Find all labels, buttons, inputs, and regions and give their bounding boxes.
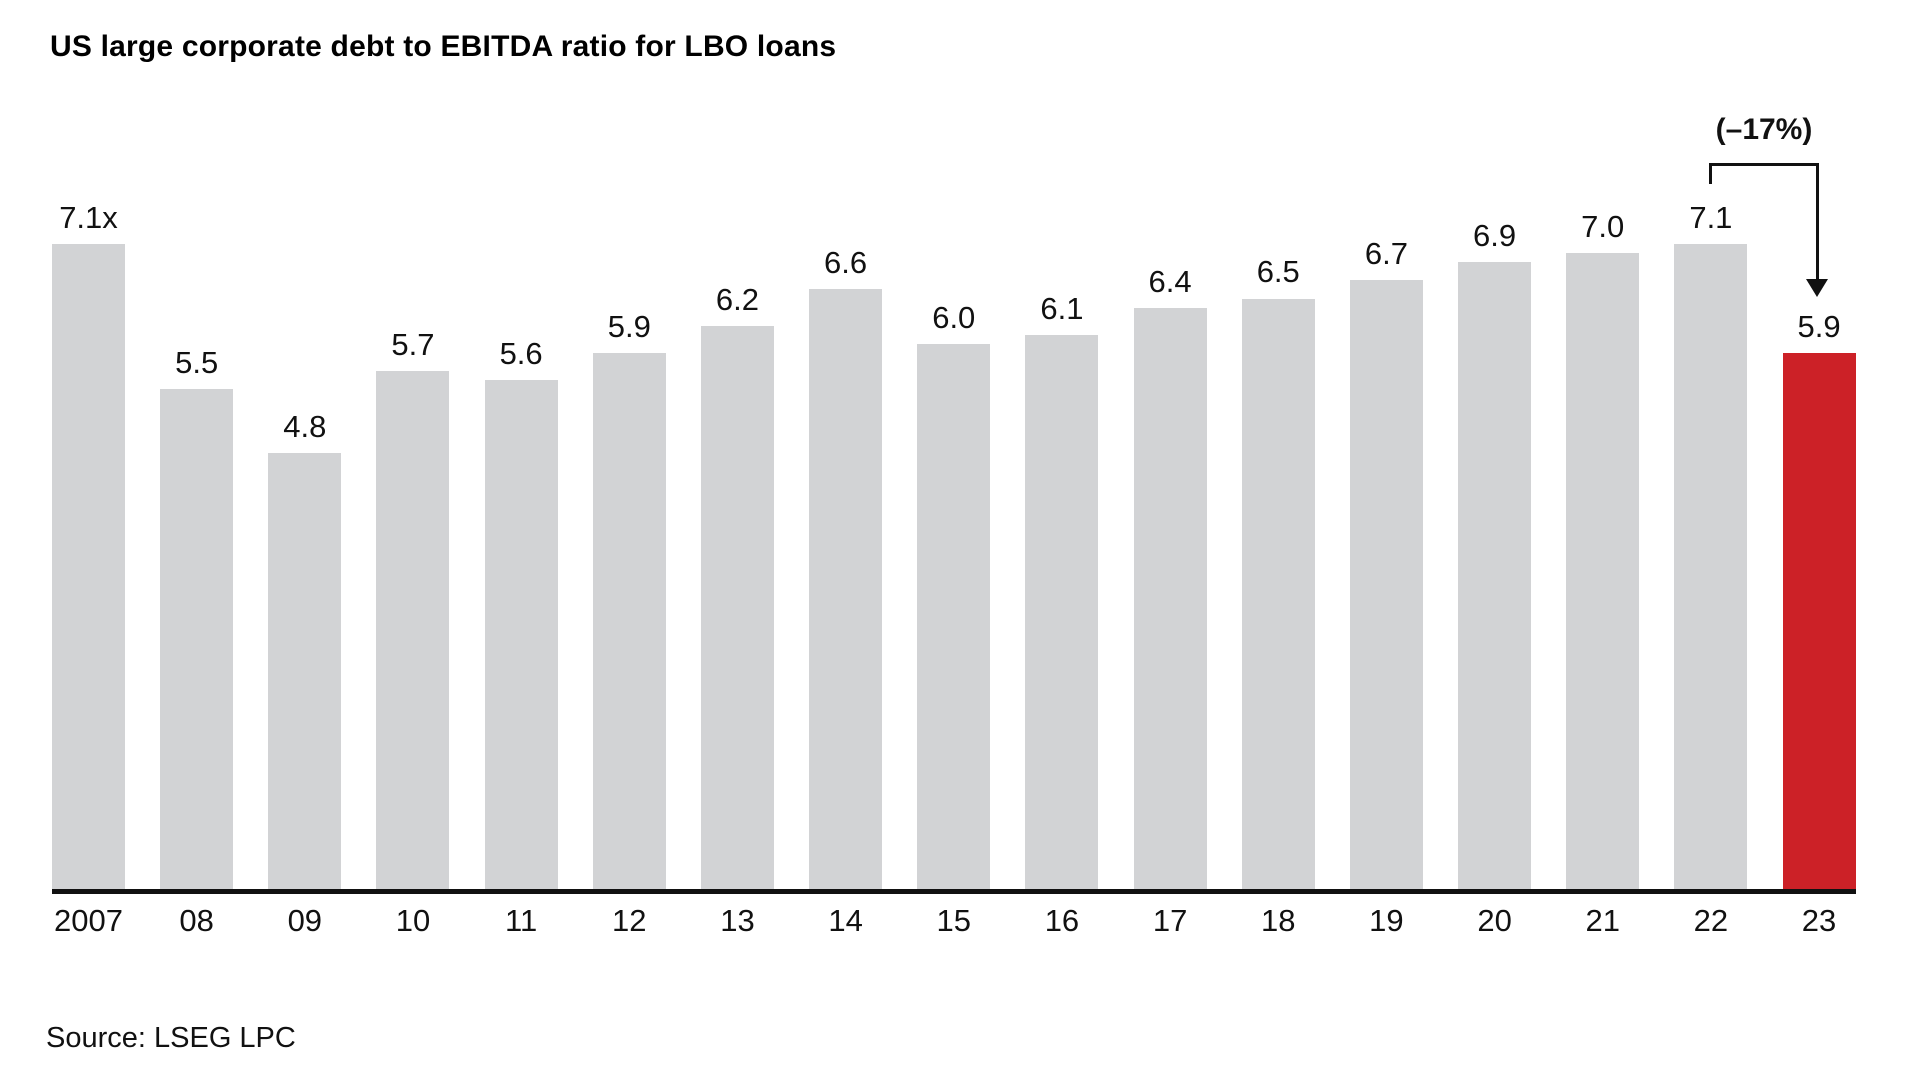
bar-column: 6.9 <box>1458 218 1532 889</box>
bar-value-label: 7.1 <box>1689 199 1733 235</box>
bar-column: 7.0 <box>1566 209 1640 889</box>
bar-chart-plot-area: 7.1x 5.5 4.8 5.7 5.6 5.9 6.2 6.6 6.0 6.1 6.4 6.5 6.7… <box>52 0 1856 889</box>
x-axis-tick-label: 21 <box>1585 903 1620 938</box>
x-axis-tick-label: 19 <box>1369 903 1404 938</box>
chart-title: US large corporate debt to EBITDA ratio … <box>50 30 837 63</box>
x-axis-tick-label: 17 <box>1152 903 1188 938</box>
bar-value-label: 7.1x <box>59 199 118 235</box>
bar-column: 5.9 <box>1782 308 1856 889</box>
bar <box>1133 307 1207 889</box>
bar-value-label: 4.8 <box>283 408 327 444</box>
bar-column: 6.7 <box>1349 236 1423 889</box>
bar <box>268 452 342 889</box>
x-axis-tick-label: 14 <box>828 903 863 938</box>
x-axis-tick-label: 16 <box>1044 903 1080 938</box>
x-axis-tick-label: 18 <box>1261 903 1296 938</box>
x-axis-tick-label: 08 <box>179 903 214 938</box>
change-annotation-label: (–17%) <box>1715 113 1813 146</box>
bar-value-label: 6.6 <box>824 245 868 281</box>
bar-column: 6.6 <box>809 245 883 889</box>
bar-value-label: 5.7 <box>391 327 435 363</box>
bar-value-label: 6.2 <box>715 281 759 317</box>
annotation-arrowhead-icon <box>1806 279 1828 297</box>
bar-column: 6.5 <box>1241 254 1315 889</box>
bar <box>809 289 883 889</box>
bar-highlighted <box>1782 353 1856 889</box>
bar-value-label: 6.9 <box>1473 218 1517 254</box>
bar <box>1566 253 1640 889</box>
x-axis-tick-label: 10 <box>395 903 431 938</box>
bar-column: 7.1x <box>52 199 125 889</box>
bar-column: 7.1 <box>1674 199 1748 889</box>
x-axis-tick-label: 23 <box>1801 903 1837 938</box>
bar <box>700 325 774 889</box>
bar-column: 5.9 <box>592 308 666 889</box>
bar-column: 4.8 <box>268 408 342 889</box>
x-axis-tick-label: 15 <box>936 903 971 938</box>
bar <box>592 353 666 889</box>
bar-value-label: 5.6 <box>499 336 543 372</box>
bar-value-label: 6.5 <box>1256 254 1300 290</box>
bar-column: 6.2 <box>700 281 774 889</box>
bar <box>376 371 450 889</box>
x-axis-tick-label: 09 <box>287 903 323 938</box>
bar-value-label: 7.0 <box>1581 209 1625 245</box>
bar-column: 5.6 <box>484 336 558 889</box>
bar-value-label: 6.1 <box>1040 290 1084 326</box>
x-axis-tick-row: 2007 08 09 10 11 12 13 14 15 16 17 18 19 20 21 22 23 <box>52 903 1856 947</box>
bar <box>1458 262 1532 889</box>
x-axis-tick-label: 12 <box>612 903 647 938</box>
bar-value-label: 6.4 <box>1148 263 1192 299</box>
source-note: Source: LSEG LPC <box>46 1022 296 1054</box>
bar-column: 5.5 <box>160 345 234 889</box>
bar <box>1349 280 1423 889</box>
bar <box>917 343 991 889</box>
bar <box>160 389 234 889</box>
bar-value-label: 6.7 <box>1364 236 1408 272</box>
bar-value-label: 5.5 <box>175 345 219 381</box>
x-axis-line <box>52 889 1856 894</box>
x-axis-tick-label: 11 <box>505 903 538 938</box>
bar <box>1241 298 1315 889</box>
x-axis-tick-label: 20 <box>1477 903 1512 938</box>
bar <box>1674 244 1748 889</box>
x-axis-tick-label: 22 <box>1693 903 1729 938</box>
bar-column: 6.4 <box>1133 263 1207 889</box>
bar-value-label: 5.9 <box>607 308 651 344</box>
annotation-arrow-line <box>1816 163 1819 281</box>
bar-value-label: 6.0 <box>932 299 976 335</box>
bar-value-label: 5.9 <box>1797 308 1841 344</box>
x-axis-tick-label: 13 <box>720 903 755 938</box>
bar-column: 6.1 <box>1025 290 1099 889</box>
bar <box>484 380 558 889</box>
annotation-bracket-horizontal <box>1709 163 1819 166</box>
bar <box>1025 334 1099 889</box>
bar-column: 6.0 <box>917 299 991 889</box>
x-axis-tick-label: 2007 <box>54 903 123 938</box>
bar-column: 5.7 <box>376 327 450 889</box>
bar <box>52 244 125 889</box>
annotation-bracket-start-tick <box>1709 163 1712 184</box>
